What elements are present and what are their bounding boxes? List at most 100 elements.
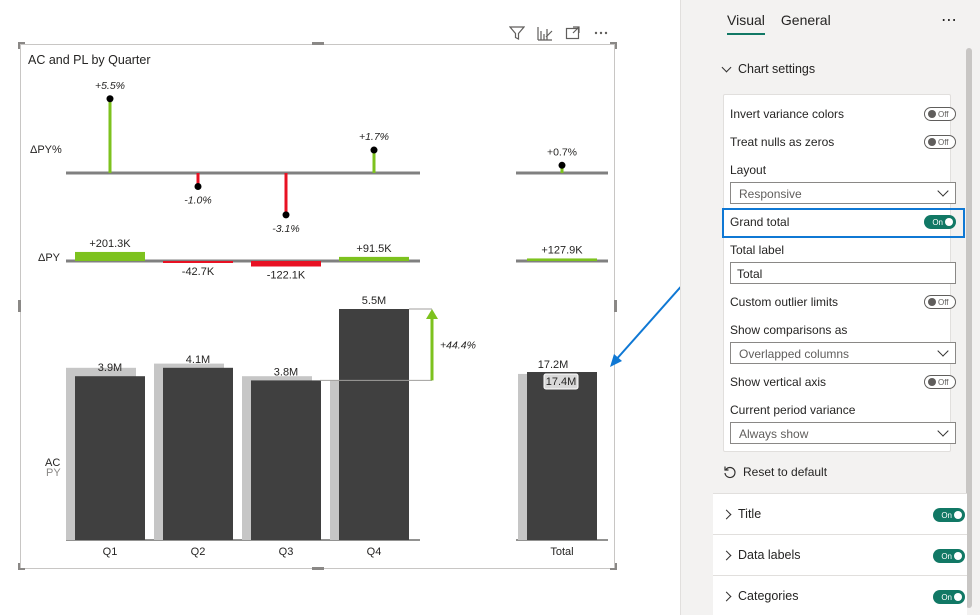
toggle-knob (928, 298, 936, 306)
pane-lower-sections: Title On Data labels On Categories On (713, 493, 967, 615)
layout-label: Layout (730, 163, 767, 177)
ac-bar (339, 309, 409, 540)
data-labels-toggle[interactable]: On (933, 549, 965, 563)
dpy-label: -42.7K (182, 266, 215, 278)
resize-handle-tr[interactable] (610, 42, 617, 44)
section-data-labels[interactable]: Data labels (721, 548, 801, 562)
focus-icon[interactable] (536, 24, 554, 42)
q4-variance-label: +44.4% (440, 340, 476, 352)
total-ac-label: 17.4M (546, 376, 577, 388)
divider (713, 493, 967, 494)
dpy-pct-dot (194, 183, 202, 190)
section-chart-settings-label: Chart settings (738, 62, 816, 76)
dpy-bar (163, 261, 233, 263)
ac-bar (527, 372, 597, 540)
dpy-label: +201.3K (89, 238, 131, 250)
section-title[interactable]: Title (721, 507, 762, 521)
chevron-right-icon (721, 591, 732, 601)
vertical-axis-toggle[interactable]: Off (924, 375, 956, 389)
toggle-state: Off (938, 377, 949, 387)
comparisons-dropdown[interactable]: Overlapped columns (730, 342, 956, 364)
section-title-label: Title (738, 507, 762, 521)
ac-data-label: 5.5M (362, 295, 386, 307)
outlier-label: Custom outlier limits (730, 295, 839, 309)
resize-handle-bl-v[interactable] (18, 563, 20, 570)
toggle-knob (928, 378, 936, 386)
resize-handle-tl[interactable] (18, 42, 25, 44)
dpy-pct-dot (370, 146, 378, 154)
toggle-knob (954, 552, 962, 560)
pane-scrollbar[interactable] (966, 48, 972, 608)
toggle-state: On (941, 510, 952, 520)
chart-svg: ΔPY% ΔPY AC PY 3.9M Q1 +5.5% +201.3K 4.1M Q2 -… (30, 80, 680, 558)
section-data-labels-label: Data labels (738, 548, 801, 562)
reset-to-default-button[interactable]: Reset to default (723, 465, 827, 479)
outlier-toggle[interactable]: Off (924, 295, 956, 309)
resize-handle-tl-v[interactable] (18, 42, 20, 49)
toggle-state: On (941, 551, 952, 561)
grand-total-toggle[interactable]: On (924, 215, 956, 229)
divider (713, 575, 967, 576)
dpy-pct-label: -3.1% (272, 223, 299, 235)
chevron-right-icon (721, 509, 732, 519)
resize-handle-br-v[interactable] (615, 563, 617, 570)
grand-total-highlight (722, 208, 965, 238)
resize-handle-bl[interactable] (18, 568, 25, 570)
ac-data-label: 3.8M (274, 366, 298, 378)
resize-handle-bottom[interactable] (312, 567, 324, 570)
dpy-pct-label: +0.7% (547, 146, 577, 158)
resize-handle-right[interactable] (614, 300, 617, 312)
dpy-pct-dot (106, 95, 114, 103)
toggle-state: Off (938, 297, 949, 307)
row-label-dpy-pct: ΔPY% (30, 144, 62, 156)
dpy-label: -122.1K (267, 269, 306, 281)
row-label-py: PY (46, 467, 61, 479)
callout-arrow-head (610, 354, 622, 367)
invert-variance-toggle[interactable]: Off (924, 107, 956, 121)
toggle-state: On (932, 217, 943, 227)
period-variance-value: Always show (739, 427, 809, 441)
row-label-ac: AC (45, 457, 60, 469)
dpy-pct-dot (282, 211, 290, 219)
format-pane: Visual General ⋯ Chart settings Invert v… (680, 0, 980, 615)
section-categories[interactable]: Categories (721, 589, 798, 603)
more-options-icon[interactable] (592, 24, 610, 42)
total-label-label: Total label (730, 243, 785, 257)
visual-canvas: AC and PL by Quarter ΔPY% ΔPY AC PY 3.9M… (18, 24, 680, 570)
categories-toggle[interactable]: On (933, 590, 965, 604)
ac-bar (251, 380, 321, 540)
dpy-label: +127.9K (541, 244, 583, 256)
dpy-pct-dot (558, 161, 566, 169)
toggle-knob (928, 110, 936, 118)
dpy-pct-label: +1.7% (359, 131, 389, 143)
category-label: Q3 (279, 546, 294, 558)
treat-nulls-toggle[interactable]: Off (924, 135, 956, 149)
resize-handle-tr-v[interactable] (615, 42, 617, 49)
tab-general[interactable]: General (780, 12, 831, 28)
layout-value: Responsive (739, 187, 802, 201)
resize-handle-left[interactable] (18, 300, 21, 312)
resize-handle-br[interactable] (610, 568, 617, 570)
filter-icon[interactable] (508, 24, 526, 42)
pane-more-icon[interactable]: ⋯ (941, 12, 958, 29)
dpy-bar (75, 251, 145, 261)
row-label-dpy: ΔPY (38, 252, 61, 264)
expand-icon[interactable] (564, 24, 582, 42)
category-label: Q1 (103, 546, 118, 558)
resize-handle-top[interactable] (312, 42, 324, 45)
toggle-state: Off (938, 109, 949, 119)
dpy-bar (251, 261, 321, 267)
chevron-down-icon (937, 185, 949, 197)
period-variance-label: Current period variance (730, 403, 856, 417)
q4-variance-arrowhead (426, 309, 438, 319)
tab-visual[interactable]: Visual (727, 12, 765, 35)
vertical-axis-label: Show vertical axis (730, 375, 827, 389)
reset-icon (724, 466, 736, 479)
toggle-knob (954, 511, 962, 519)
period-variance-dropdown[interactable]: Always show (730, 422, 956, 444)
layout-dropdown[interactable]: Responsive (730, 182, 956, 204)
category-label: Total (550, 546, 573, 558)
title-toggle[interactable]: On (933, 508, 965, 522)
section-chart-settings[interactable]: Chart settings (721, 62, 816, 76)
total-label-input[interactable]: Total (730, 262, 956, 284)
